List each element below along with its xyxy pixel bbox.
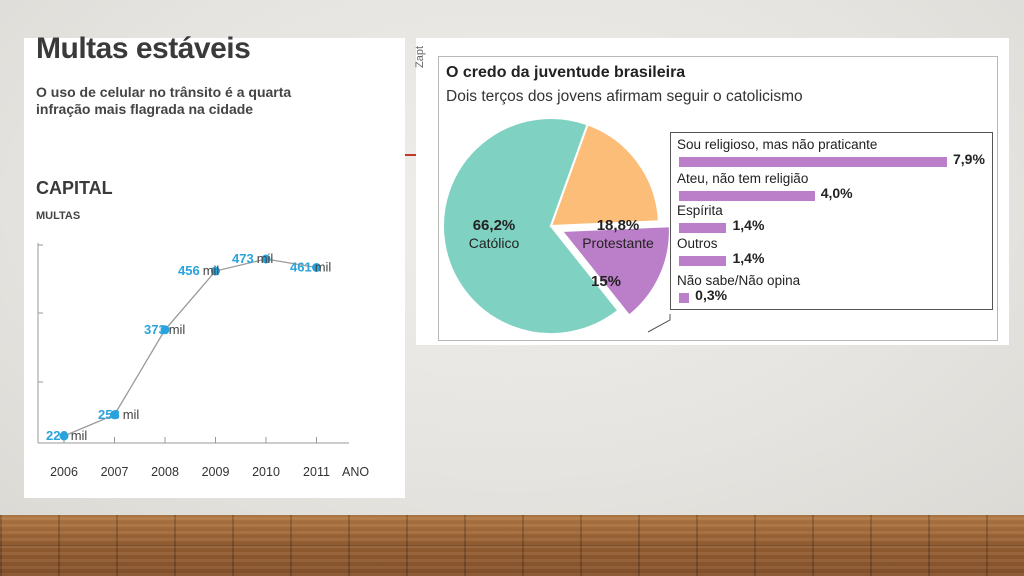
pie-slice (442, 117, 620, 335)
breakdown-bar (679, 256, 727, 266)
pie-slice-name-label: Católico (469, 235, 520, 251)
x-tick-label-year: 2010 (252, 465, 280, 479)
fines-data-point (160, 325, 170, 335)
breakdown-value-label: 1,4% (732, 250, 765, 266)
floor-seam (0, 545, 1024, 546)
religion-pie-chart: 15% 66,2%Católico 18,8%Protestante (442, 117, 671, 335)
breakdown-bar (679, 293, 690, 303)
religion-chart-title: O credo da juventude brasileira (446, 64, 686, 81)
fines-value-label: 473 mil (232, 251, 273, 266)
breakdown-connector (647, 314, 671, 333)
breakdown-bar (679, 223, 727, 233)
fines-value-label: 456 mil (178, 263, 219, 278)
breakdown-bar (679, 157, 947, 167)
fines-line-chart: 223 mil 2006 253 mil 2007 373 mil 2008 456 mil 2009… (37, 243, 369, 479)
breakdown-value-label: 7,9% (953, 151, 985, 167)
fines-data-point (211, 266, 220, 276)
breakdown-legend-box: Sou religioso, mas não praticante 7,9% Ate… (670, 132, 993, 310)
breakdown-value-label: 0,3% (695, 287, 728, 303)
breakdown-item-label: Ateu, não tem religião (677, 171, 809, 186)
fines-value-label: 253 mil (98, 407, 139, 422)
breakdown-item-label: Espírita (677, 203, 723, 218)
pie-slice-name-label: Protestante (582, 235, 654, 251)
fines-series-line (63, 258, 317, 437)
fines-data-point (261, 254, 271, 264)
breakdown-value-label: 1,4% (732, 217, 765, 233)
fines-value-label: 373 mil (144, 322, 185, 337)
breakdown-bar (679, 191, 815, 201)
pie-slice-value-label: 15% (591, 273, 621, 290)
red-accent-line (404, 154, 420, 156)
x-tick-label-year: 2007 (101, 465, 129, 479)
fines-value-label: 461 mil (290, 259, 331, 274)
religion-chart-frame (438, 56, 998, 341)
pie-slice (559, 225, 671, 317)
fines-value-label: 223 mil (46, 428, 87, 443)
pie-slice-value-label: 18,8% (597, 217, 640, 234)
fines-data-point (59, 431, 69, 441)
breakdown-value-label: 4,0% (820, 185, 853, 201)
religion-chart-subtitle: Dois terços dos jovens afirmam seguir o … (446, 88, 803, 105)
x-axis-label: ANO (342, 465, 369, 479)
wooden-floor-decoration (0, 515, 1024, 576)
fines-chart-section-title: CAPITAL (36, 178, 113, 198)
breakdown-item-label: Sou religioso, mas não praticante (677, 137, 878, 152)
fines-data-point (110, 410, 119, 420)
pie-slice-value-label: 66,2% (473, 217, 516, 234)
fines-chart-y-axis-label: MULTAS (36, 210, 81, 222)
x-tick-label-year: 2009 (202, 465, 230, 479)
x-tick-label-year: 2006 (50, 465, 78, 479)
fines-data-point (312, 262, 321, 272)
x-tick-label-year: 2011 (303, 465, 330, 479)
fines-chart-subtitle: O uso de celular no trânsito é a quarta … (36, 84, 292, 117)
x-tick-label-year: 2008 (151, 465, 179, 479)
breakdown-item-label: Não sabe/Não opina (677, 273, 801, 288)
fines-chart-panel: Multas estáveis O uso de celular no trân… (24, 32, 405, 498)
breakdown-item-label: Outros (677, 236, 718, 251)
fines-chart-title: Multas estáveis (36, 32, 251, 65)
pie-slice (549, 123, 660, 228)
religion-chart-panel: Zapt O credo da juventude brasileira Doi… (414, 38, 1009, 345)
